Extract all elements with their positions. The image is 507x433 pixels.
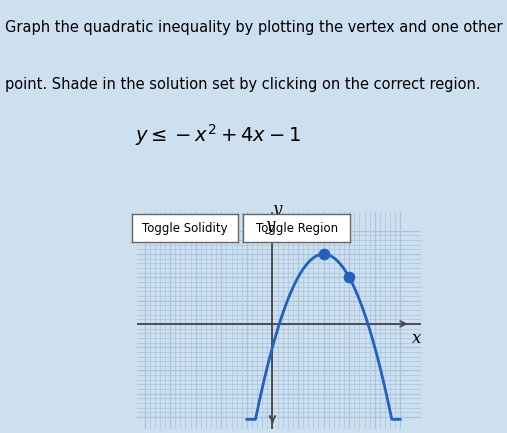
Point xyxy=(319,251,328,258)
Text: y: y xyxy=(272,201,282,218)
Text: Toggle Solidity: Toggle Solidity xyxy=(142,222,228,235)
Text: y: y xyxy=(265,216,274,233)
Text: point. Shade in the solution set by clicking on the correct region.: point. Shade in the solution set by clic… xyxy=(5,77,481,91)
Text: x: x xyxy=(412,330,422,347)
Text: Toggle Region: Toggle Region xyxy=(256,222,338,235)
Text: $y \leq -x^2 + 4x - 1$: $y \leq -x^2 + 4x - 1$ xyxy=(135,122,301,148)
Text: Graph the quadratic inequality by plotting the vertex and one other: Graph the quadratic inequality by plotti… xyxy=(5,20,502,35)
Point xyxy=(345,274,353,281)
